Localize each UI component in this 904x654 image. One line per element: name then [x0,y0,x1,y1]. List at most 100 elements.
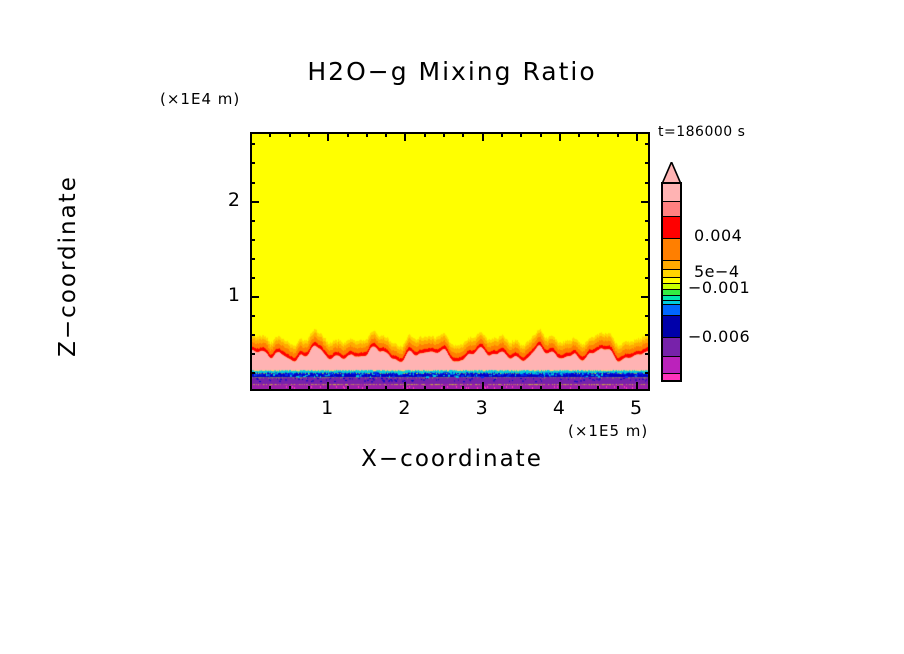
x-tick-top [462,132,465,137]
x-tick-top [539,132,542,137]
x-tick-top [443,132,446,137]
x-tick-top [500,132,503,137]
y-tick-right [645,352,650,355]
y-tick-right [641,295,650,298]
x-tick-top [269,132,272,137]
x-tick [500,386,503,391]
x-tick-top [578,132,581,137]
y-tick [250,352,255,355]
colorbar-label-3: −0.006 [688,327,751,346]
x-tick [423,386,426,391]
x-tick-top [423,132,426,137]
y-tick [250,295,259,298]
x-tick-top [404,132,407,141]
x-tick [636,382,639,391]
x-tick [481,382,484,391]
colorbar-segment [663,315,680,337]
colorbar-segment [663,288,680,295]
x-tick [269,386,272,391]
x-tick-top [636,132,639,141]
y-tick [250,181,255,184]
colorbar-segment [663,200,680,217]
colorbar-arrow-cap [661,162,682,184]
x-tick-top [520,132,523,137]
x-tick [558,382,561,391]
colorbar-label-0: 0.004 [694,226,743,245]
y-tick [250,257,255,260]
colorbar-segment [663,294,680,300]
colorbar-segment [663,283,680,289]
colorbar-segment [663,336,680,357]
colorbar-segment [663,237,680,261]
colorbar-segment [663,277,680,284]
x-tick-top [597,132,600,137]
y-tick-right [645,181,650,184]
colorbar [661,182,682,382]
y-tick [250,200,259,203]
colorbar-segment [663,356,680,374]
y-tick [250,333,255,336]
colorbar-label-1: 5e−4 [694,262,740,281]
y-tick-right [645,219,650,222]
x-tick-label: 4 [552,397,565,419]
y-tick-right [645,276,650,279]
x-tick [462,386,465,391]
y-tick-right [645,238,650,241]
colorbar-segment [663,299,680,305]
x-tick-top [327,132,330,141]
y-tick [250,371,255,374]
x-tick-top [385,132,388,137]
x-tick-top [288,132,291,137]
y-tick-right [645,333,650,336]
x-tick [307,386,310,391]
plot-area [250,132,650,391]
y-axis-units-label: (×1E4 m) [160,90,241,108]
y-tick-right [645,257,650,260]
x-tick-label: 5 [630,397,643,419]
y-tick [250,276,255,279]
x-tick [520,386,523,391]
x-tick [616,386,619,391]
y-tick [250,143,255,146]
y-tick [250,314,255,317]
colorbar-segment [663,216,680,238]
y-tick [250,219,255,222]
y-tick-label: 2 [227,188,240,211]
x-tick-label: 3 [475,397,488,419]
x-tick-top [481,132,484,141]
colorbar-segment [663,304,680,316]
x-tick [597,386,600,391]
x-tick [385,386,388,391]
x-tick [288,386,291,391]
x-tick-label: 1 [321,397,334,419]
colorbar-segment [663,184,680,201]
x-tick [327,382,330,391]
x-tick [346,386,349,391]
x-tick [365,386,368,391]
x-tick-top [616,132,619,137]
y-tick-right [645,162,650,165]
y-tick-label: 1 [227,283,240,306]
x-tick-top [365,132,368,137]
x-tick-label: 2 [398,397,411,419]
y-tick-right [645,143,650,146]
y-tick [250,238,255,241]
x-tick [539,386,542,391]
x-axis-units-label: (×1E5 m) [568,422,649,440]
y-tick-right [645,371,650,374]
x-tick-top [346,132,349,137]
colorbar-segment [663,373,680,380]
timestamp-annotation: t=186000 s [658,124,746,140]
colorbar-segment [663,260,680,270]
y-tick [250,162,255,165]
y-tick-right [641,200,650,203]
colorbar-segment [663,269,680,278]
x-tick [578,386,581,391]
page-title: H2O−g Mixing Ratio [307,57,597,86]
x-tick-top [307,132,310,137]
x-tick [443,386,446,391]
x-axis-title: X−coordinate [361,446,543,472]
colorbar-label-2: −0.001 [688,278,751,297]
x-tick [404,382,407,391]
